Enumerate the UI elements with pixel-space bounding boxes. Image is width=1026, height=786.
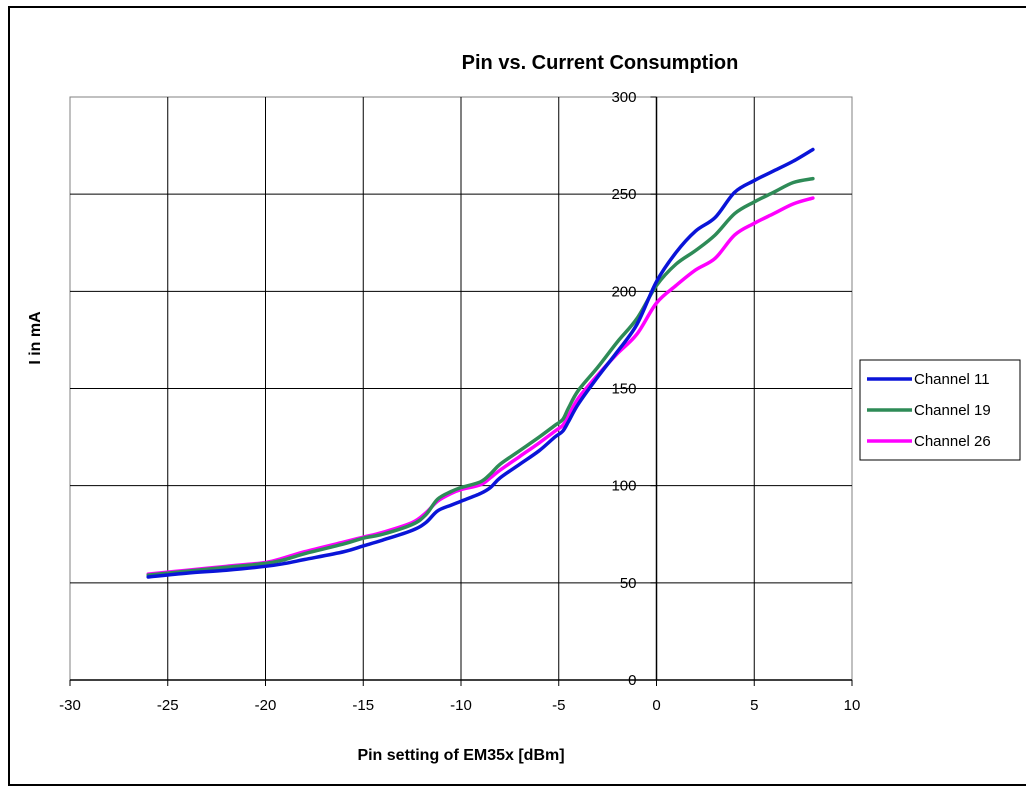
x-tick-label: -20 bbox=[255, 697, 277, 714]
y-tick-label: 50 bbox=[620, 575, 637, 592]
x-tick-label: -10 bbox=[450, 697, 472, 714]
y-tick-label: 100 bbox=[611, 478, 636, 495]
x-tick-label: -25 bbox=[157, 697, 179, 714]
legend-label: Channel 19 bbox=[914, 402, 991, 419]
legend-item: Channel 26 bbox=[867, 433, 991, 450]
axes: -30-25-20-15-10-50510050100150200250300 bbox=[59, 89, 860, 714]
y-tick-label: 150 bbox=[611, 381, 636, 398]
series-line-channel-11 bbox=[146, 147, 815, 579]
legend: Channel 11 Channel 19 Channel 26 bbox=[859, 359, 1021, 461]
x-tick-label: -5 bbox=[552, 697, 565, 714]
legend-label: Channel 11 bbox=[914, 371, 990, 388]
series-line-channel-19 bbox=[146, 176, 815, 577]
series-group bbox=[146, 147, 815, 579]
x-tick-label: -15 bbox=[352, 697, 374, 714]
legend-item: Channel 19 bbox=[867, 402, 991, 419]
legend-item: Channel 11 bbox=[867, 371, 990, 388]
x-tick-label: 5 bbox=[750, 697, 758, 714]
x-tick-label: -30 bbox=[59, 697, 81, 714]
legend-label: Channel 26 bbox=[914, 433, 991, 450]
y-axis-title: I in mA bbox=[27, 311, 44, 365]
y-tick-label: 200 bbox=[611, 283, 636, 300]
y-tick-label: 250 bbox=[611, 186, 636, 203]
x-axis-title: Pin setting of EM35x [dBm] bbox=[357, 747, 564, 764]
series-line-channel-26 bbox=[146, 196, 815, 576]
x-tick-label: 0 bbox=[652, 697, 660, 714]
x-tick-label: 10 bbox=[844, 697, 861, 714]
line-chart: Pin vs. Current Consumption -30 -25 -20 -15… bbox=[27, 52, 1021, 764]
y-tick-label: 300 bbox=[611, 89, 636, 106]
chart-title: Pin vs. Current Consumption bbox=[462, 52, 739, 74]
